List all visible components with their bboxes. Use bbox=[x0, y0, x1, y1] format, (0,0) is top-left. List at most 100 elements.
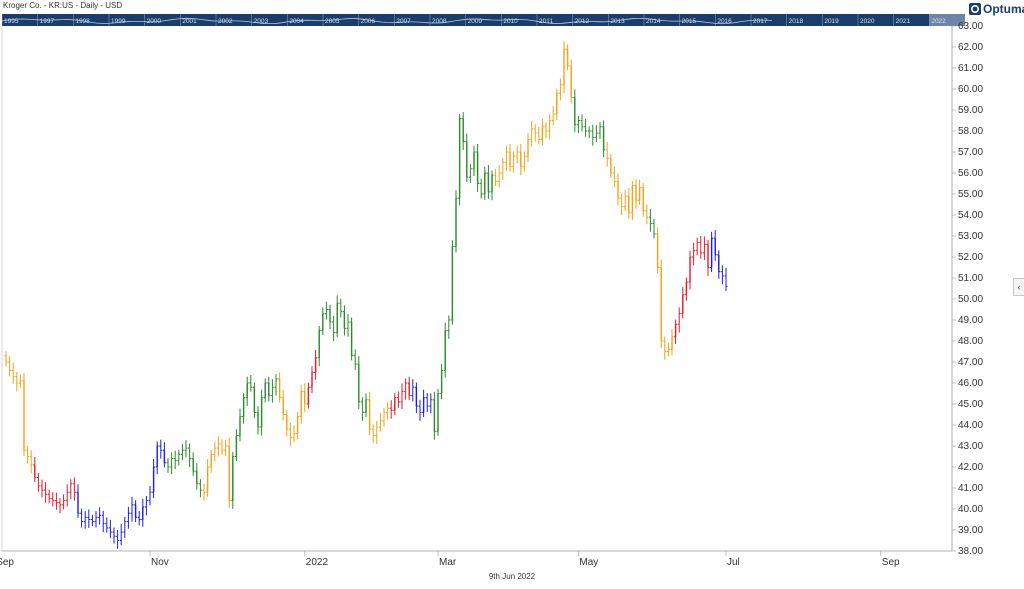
ohlc-bar bbox=[623, 189, 627, 212]
ohlc-bar-body bbox=[142, 506, 144, 520]
ohlc-bar bbox=[533, 124, 537, 142]
ohlc-bar bbox=[681, 286, 685, 319]
navigator-canvas[interactable]: 1995 1997 1998 1999 2000 2001 2002 2003 2004 2005… bbox=[2, 14, 965, 26]
ohlc-bar-body bbox=[253, 387, 256, 413]
ohlc-bar bbox=[645, 204, 649, 225]
ohlc-bar bbox=[72, 477, 76, 501]
ohlc-bar bbox=[436, 388, 440, 436]
ohlc-bar bbox=[537, 126, 541, 145]
ohlc-bar-body bbox=[718, 254, 720, 272]
ohlc-bar bbox=[184, 440, 188, 458]
ohlc-bar bbox=[508, 144, 512, 172]
ohlc-bar-body bbox=[566, 49, 569, 66]
ohlc-bar bbox=[429, 393, 433, 414]
ohlc-bar bbox=[166, 458, 170, 473]
ohlc-bar bbox=[87, 509, 91, 528]
ohlc-bar bbox=[418, 399, 422, 421]
ohlc-bar bbox=[108, 519, 112, 538]
ohlc-bar bbox=[612, 166, 616, 188]
x-tick-label: 2022 bbox=[306, 557, 329, 568]
ohlc-bar bbox=[69, 479, 73, 500]
y-tick-label: 60.00 bbox=[958, 84, 983, 95]
ohlc-bar-body bbox=[314, 357, 317, 373]
ohlc-bar-body bbox=[458, 118, 461, 199]
ohlc-bar-body bbox=[628, 196, 630, 213]
y-tick-label: 41.00 bbox=[958, 483, 983, 494]
chevron-left-icon: ‹ bbox=[1017, 282, 1021, 292]
ohlc-bar bbox=[11, 362, 15, 384]
ohlc-bar bbox=[393, 393, 397, 415]
ohlc-bar bbox=[519, 144, 523, 176]
ohlc-bar bbox=[364, 393, 368, 418]
ohlc-bar bbox=[188, 443, 192, 467]
ohlc-bar bbox=[526, 133, 530, 163]
ohlc-bar-body bbox=[462, 118, 464, 142]
ohlc-bar-body bbox=[415, 387, 418, 407]
navigator-year-label: 2022 bbox=[931, 18, 946, 25]
ohlc-bar bbox=[144, 495, 148, 516]
ohlc-bar bbox=[180, 443, 184, 461]
ohlc-bar-body bbox=[631, 185, 634, 213]
ohlc-bar bbox=[573, 89, 577, 132]
y-tick-label: 58.00 bbox=[958, 126, 983, 137]
ohlc-bar-body bbox=[278, 378, 281, 398]
y-tick-label: 44.00 bbox=[958, 420, 983, 431]
ohlc-bar bbox=[584, 118, 588, 137]
ohlc-bar bbox=[497, 165, 501, 188]
x-tick-label: Sep bbox=[882, 557, 900, 568]
ohlc-bar-body bbox=[710, 238, 713, 268]
ohlc-bar bbox=[630, 180, 634, 221]
ohlc-bar bbox=[558, 78, 562, 101]
ohlc-bar bbox=[292, 425, 296, 443]
timeline-navigator[interactable]: 1995 1997 1998 1999 2000 2001 2002 2003 2004 2005… bbox=[2, 14, 965, 26]
ohlc-bar bbox=[663, 336, 667, 360]
ohlc-bar bbox=[375, 420, 379, 444]
navigator-year-label: 2016 bbox=[717, 18, 732, 25]
ohlc-bar bbox=[602, 120, 606, 158]
ohlc-bar-body bbox=[617, 181, 619, 199]
ohlc-bar bbox=[267, 376, 271, 402]
ohlc-bar bbox=[605, 141, 609, 167]
navigator-year-label: 2018 bbox=[789, 18, 804, 25]
ohlc-bar bbox=[616, 173, 620, 206]
ohlc-bar-body bbox=[707, 244, 709, 268]
ohlc-bar bbox=[80, 508, 84, 528]
ohlc-bar bbox=[648, 209, 652, 232]
ohlc-bar bbox=[432, 391, 436, 440]
x-tick-label: Nov bbox=[151, 557, 169, 568]
collapse-panel-button[interactable]: ‹ bbox=[1013, 278, 1024, 296]
ohlc-bar bbox=[522, 151, 526, 172]
ohlc-bar bbox=[299, 385, 303, 424]
ohlc-bar bbox=[422, 389, 426, 418]
ohlc-bar bbox=[638, 179, 642, 205]
y-tick-label: 57.00 bbox=[958, 147, 983, 158]
y-tick-label: 40.00 bbox=[958, 504, 983, 515]
ohlc-bar bbox=[641, 183, 645, 217]
ohlc-bar-body bbox=[484, 173, 486, 194]
ohlc-bar-body bbox=[300, 391, 302, 417]
ohlc-bar bbox=[339, 298, 343, 318]
ohlc-bar bbox=[162, 442, 166, 468]
ohlc-bar bbox=[288, 422, 292, 446]
ohlc-bar bbox=[54, 492, 58, 510]
ohlc-bar bbox=[306, 382, 310, 409]
ohlc-bar-body bbox=[196, 471, 198, 484]
ohlc-bar bbox=[231, 451, 235, 509]
navigator-year-label: 1998 bbox=[75, 18, 90, 25]
ohlc-bar bbox=[260, 389, 264, 436]
cursor-date-label: 9th Jun 2022 bbox=[488, 572, 536, 581]
y-tick-label: 50.00 bbox=[958, 294, 983, 305]
ohlc-bar bbox=[357, 356, 361, 410]
ohlc-bar-body bbox=[563, 49, 565, 85]
navigator-highlight-window bbox=[929, 14, 965, 26]
ohlc-bar bbox=[202, 483, 206, 501]
ohlc-bar bbox=[256, 406, 260, 435]
ohlc-bar-body bbox=[487, 173, 490, 192]
ohlc-bar-body bbox=[408, 383, 410, 396]
ohlc-bar bbox=[389, 400, 393, 419]
ohlc-bar bbox=[310, 366, 314, 394]
ohlc-bar bbox=[26, 445, 30, 464]
ohlc-bar bbox=[684, 277, 688, 301]
navigator-year-label: 2005 bbox=[325, 18, 340, 25]
